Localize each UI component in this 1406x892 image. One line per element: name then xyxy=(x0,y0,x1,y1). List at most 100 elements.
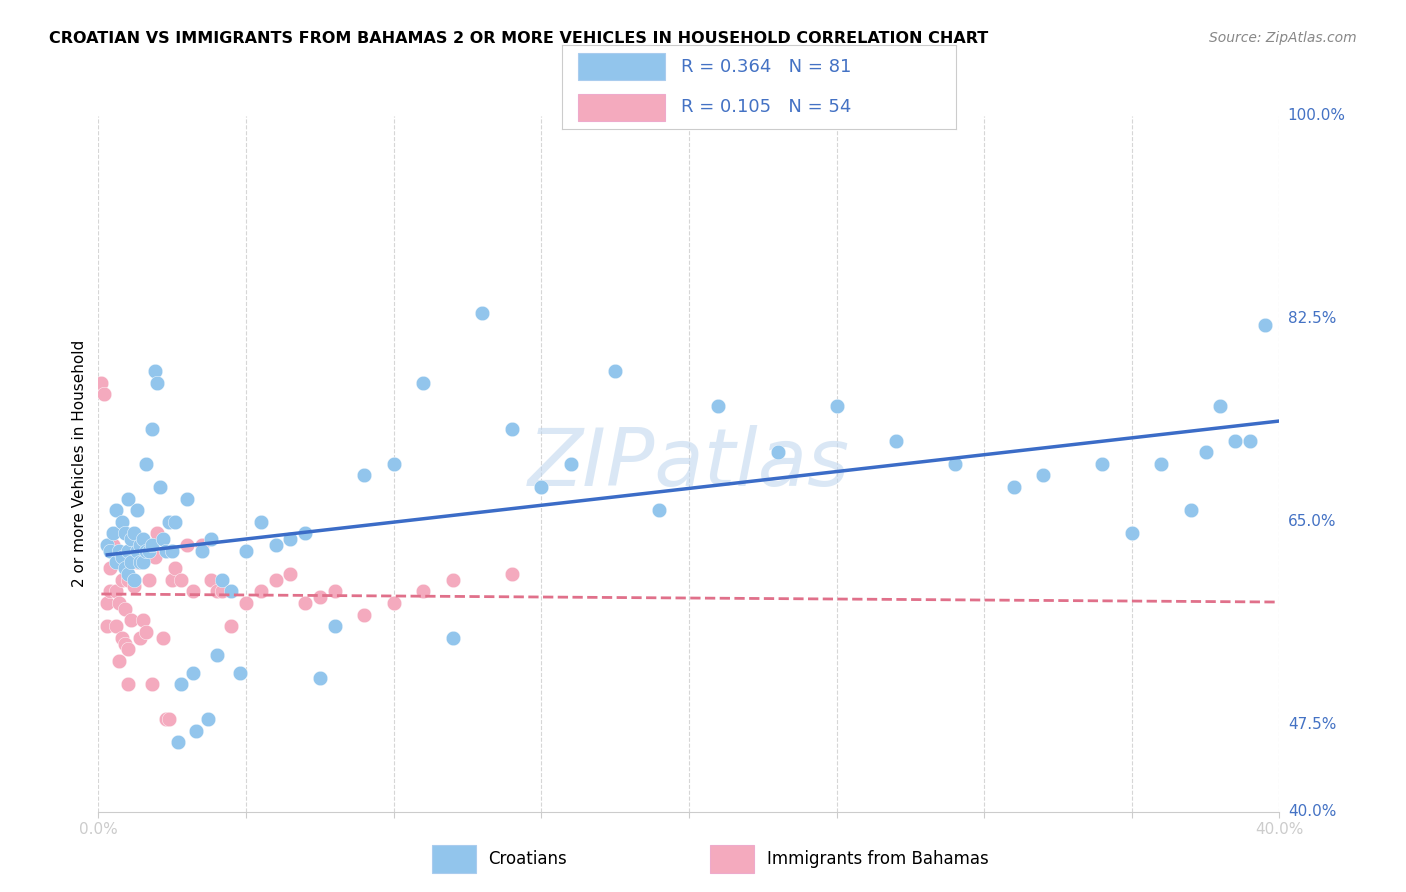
Point xyxy=(146,526,169,541)
Point xyxy=(294,526,316,541)
Text: 100.0%: 100.0% xyxy=(1288,109,1346,123)
Point xyxy=(309,671,332,685)
Point xyxy=(117,573,139,587)
Point xyxy=(648,503,671,517)
Point xyxy=(111,631,134,645)
Point xyxy=(294,596,316,610)
Text: 82.5%: 82.5% xyxy=(1288,311,1336,326)
FancyBboxPatch shape xyxy=(710,845,754,873)
Point xyxy=(211,584,233,599)
Point xyxy=(155,712,177,726)
Point xyxy=(90,376,112,390)
Point xyxy=(707,399,730,413)
Point xyxy=(132,614,155,628)
Point xyxy=(353,607,375,622)
Point xyxy=(323,619,346,633)
Point xyxy=(278,532,302,546)
Point xyxy=(1209,399,1232,413)
Point xyxy=(1002,480,1025,494)
Point xyxy=(111,549,134,564)
Point xyxy=(117,491,139,506)
Point xyxy=(143,364,166,378)
Point xyxy=(165,561,187,575)
Point xyxy=(132,555,155,569)
Point xyxy=(138,543,160,558)
Point xyxy=(117,543,139,558)
Point xyxy=(884,434,907,448)
Point xyxy=(605,364,627,378)
Point xyxy=(235,596,257,610)
Point xyxy=(117,567,139,582)
Point xyxy=(412,584,434,599)
Point xyxy=(191,543,214,558)
Point xyxy=(264,573,287,587)
Point xyxy=(149,480,172,494)
Point xyxy=(264,538,287,552)
Text: ZIPatlas: ZIPatlas xyxy=(527,425,851,503)
Point xyxy=(309,591,332,605)
Point xyxy=(170,573,193,587)
Point xyxy=(125,555,148,569)
Point xyxy=(141,677,163,691)
Point xyxy=(1223,434,1246,448)
Point xyxy=(382,596,405,610)
Point xyxy=(96,538,118,552)
Point xyxy=(353,468,375,483)
Point xyxy=(96,596,118,610)
Point xyxy=(135,457,157,471)
Y-axis label: 2 or more Vehicles in Household: 2 or more Vehicles in Household xyxy=(72,340,87,588)
Point xyxy=(103,526,125,541)
Point xyxy=(943,457,966,471)
Point xyxy=(167,735,190,749)
Point xyxy=(128,538,150,552)
Point xyxy=(181,584,204,599)
Point xyxy=(1239,434,1261,448)
Point xyxy=(766,445,789,459)
FancyBboxPatch shape xyxy=(432,845,475,873)
Point xyxy=(120,532,142,546)
Point xyxy=(250,584,273,599)
Point xyxy=(323,584,346,599)
Point xyxy=(122,578,145,592)
Point xyxy=(120,555,142,569)
Point xyxy=(132,532,155,546)
Point xyxy=(1150,457,1173,471)
Point xyxy=(146,376,169,390)
Point xyxy=(501,422,523,436)
Text: Immigrants from Bahamas: Immigrants from Bahamas xyxy=(768,849,988,868)
Point xyxy=(235,543,257,558)
Point xyxy=(152,532,174,546)
Point xyxy=(1180,503,1202,517)
Point xyxy=(96,619,118,633)
Point xyxy=(141,422,163,436)
Point xyxy=(825,399,848,413)
Text: 40.0%: 40.0% xyxy=(1288,805,1336,819)
Point xyxy=(93,387,115,401)
Point xyxy=(412,376,434,390)
Point xyxy=(155,543,177,558)
Point xyxy=(229,665,252,680)
Point xyxy=(441,631,464,645)
Point xyxy=(162,573,183,587)
Point xyxy=(135,624,157,639)
Point xyxy=(111,515,134,529)
Point xyxy=(122,526,145,541)
Point xyxy=(200,532,222,546)
Point xyxy=(1091,457,1114,471)
Point xyxy=(117,677,139,691)
Point xyxy=(219,584,242,599)
Point xyxy=(441,573,464,587)
Point xyxy=(184,723,207,738)
Point xyxy=(103,538,125,552)
Point xyxy=(219,619,242,633)
Point xyxy=(105,503,128,517)
Text: Croatians: Croatians xyxy=(489,849,568,868)
Point xyxy=(165,515,187,529)
Point xyxy=(114,637,136,651)
Point xyxy=(135,543,157,558)
Point xyxy=(138,573,160,587)
Point xyxy=(105,584,128,599)
Point xyxy=(530,480,553,494)
Point xyxy=(125,503,148,517)
Point xyxy=(471,306,494,320)
